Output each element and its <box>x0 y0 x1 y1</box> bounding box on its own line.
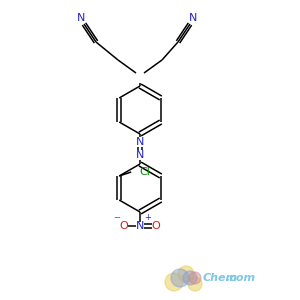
Text: N: N <box>136 150 144 160</box>
Text: .com: .com <box>225 273 255 283</box>
Text: N: N <box>136 137 144 147</box>
Circle shape <box>165 273 183 291</box>
Text: +: + <box>144 213 151 222</box>
Text: N: N <box>189 13 197 23</box>
Text: N: N <box>77 13 85 23</box>
Circle shape <box>183 271 197 285</box>
Text: −: − <box>113 213 120 222</box>
Text: O: O <box>152 221 160 231</box>
Circle shape <box>189 272 201 284</box>
Text: O: O <box>120 221 128 231</box>
Circle shape <box>178 266 194 282</box>
Circle shape <box>171 269 189 287</box>
Text: Chem: Chem <box>203 273 238 283</box>
Circle shape <box>188 277 202 291</box>
Text: N: N <box>136 221 144 231</box>
Text: Cl: Cl <box>139 167 150 177</box>
